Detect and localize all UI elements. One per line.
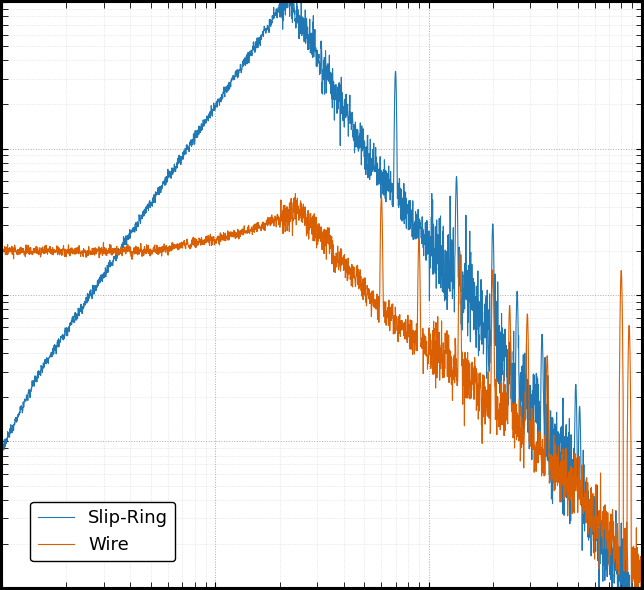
Slip-Ring xyxy=(557,449,565,456)
Wire xyxy=(109,245,117,252)
Wire xyxy=(557,480,565,487)
Slip-Ring xyxy=(0,447,6,454)
Wire xyxy=(626,328,634,335)
Wire xyxy=(71,251,79,258)
Line: Wire: Wire xyxy=(2,194,642,590)
Slip-Ring xyxy=(271,10,279,17)
Slip-Ring xyxy=(626,572,634,579)
Slip-Ring xyxy=(71,309,79,316)
Slip-Ring xyxy=(243,54,251,61)
Wire xyxy=(271,212,279,219)
Wire xyxy=(638,583,644,590)
Wire xyxy=(292,190,299,197)
Wire xyxy=(0,248,6,255)
Wire xyxy=(243,230,251,237)
Legend: Slip-Ring, Wire: Slip-Ring, Wire xyxy=(30,502,175,561)
Slip-Ring xyxy=(109,257,117,264)
